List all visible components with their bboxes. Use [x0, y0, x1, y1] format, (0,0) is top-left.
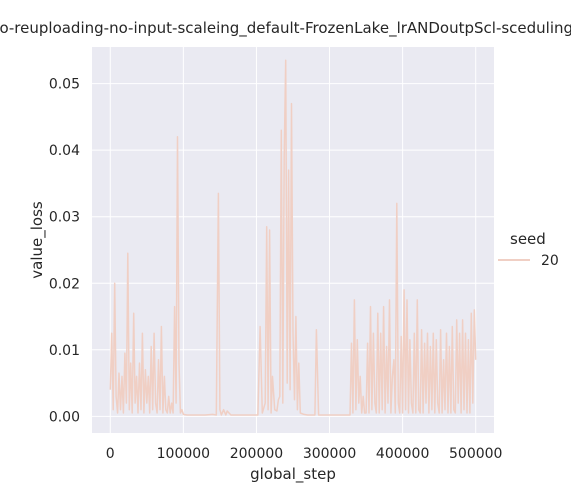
- x-tick-label: 500000: [449, 446, 502, 462]
- x-tick-label: 200000: [230, 446, 283, 462]
- y-tick-label: 0.02: [49, 276, 80, 292]
- y-tick-label: 0.03: [49, 210, 80, 226]
- y-tick-label: 0.04: [49, 143, 80, 159]
- series-layer: [109, 59, 477, 416]
- x-tick-label: 300000: [303, 446, 356, 462]
- x-tick-label: 100000: [157, 446, 210, 462]
- y-tick-label: 0.01: [49, 343, 80, 359]
- x-axis-label: global_step: [250, 465, 336, 484]
- grid-lines: [92, 47, 494, 433]
- y-tick-label: 0.00: [49, 409, 80, 425]
- y-tick-labels: 0.00 0.01 0.02 0.03 0.04 0.05: [49, 77, 80, 426]
- legend-title: seed: [510, 230, 546, 248]
- x-tick-label: 0: [106, 446, 115, 462]
- x-tick-labels: 0 100000 200000 300000 400000 500000: [106, 446, 503, 462]
- legend-label-20: 20: [541, 253, 559, 269]
- chart-title: o-reuploading-no-input-scaleing_default-…: [0, 19, 571, 38]
- legend: seed 20: [498, 230, 559, 269]
- x-tick-label: 400000: [376, 446, 429, 462]
- y-axis-label: value_loss: [28, 201, 47, 279]
- y-tick-label: 0.05: [49, 77, 80, 93]
- series-line-20: [109, 59, 477, 416]
